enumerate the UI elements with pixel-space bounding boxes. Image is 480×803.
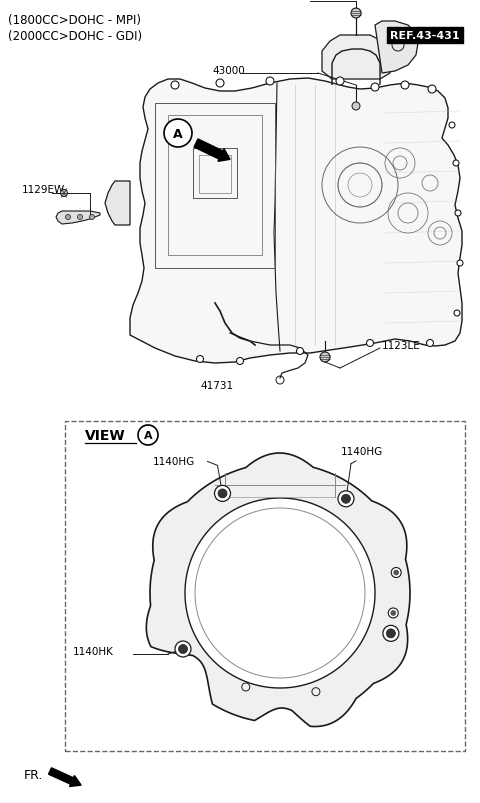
Text: 1140HK: 1140HK xyxy=(73,646,114,656)
Polygon shape xyxy=(130,79,462,364)
Circle shape xyxy=(179,645,188,654)
Circle shape xyxy=(367,340,373,347)
Circle shape xyxy=(457,261,463,267)
Text: VIEW: VIEW xyxy=(85,429,126,442)
Polygon shape xyxy=(185,499,375,688)
Circle shape xyxy=(216,80,224,88)
Circle shape xyxy=(297,348,303,355)
Polygon shape xyxy=(322,36,390,80)
Circle shape xyxy=(388,608,398,618)
Text: 46755E: 46755E xyxy=(232,0,272,2)
Circle shape xyxy=(453,161,459,167)
Circle shape xyxy=(394,570,399,575)
Circle shape xyxy=(455,210,461,217)
Circle shape xyxy=(351,9,361,19)
Text: 41731: 41731 xyxy=(200,381,233,390)
Circle shape xyxy=(371,84,379,92)
Text: 43000: 43000 xyxy=(212,66,245,76)
Circle shape xyxy=(386,629,396,638)
Text: A: A xyxy=(144,430,152,441)
Text: 1129EW: 1129EW xyxy=(22,185,65,195)
Circle shape xyxy=(60,190,68,198)
Text: REF.43-431: REF.43-431 xyxy=(390,31,460,41)
Circle shape xyxy=(341,495,350,503)
Circle shape xyxy=(138,426,158,446)
Bar xyxy=(193,149,237,199)
Circle shape xyxy=(266,78,274,86)
Circle shape xyxy=(215,486,230,502)
Circle shape xyxy=(449,123,455,128)
Circle shape xyxy=(237,358,243,365)
Circle shape xyxy=(175,642,191,657)
Circle shape xyxy=(401,82,409,90)
Circle shape xyxy=(391,611,396,616)
Circle shape xyxy=(164,120,192,148)
Polygon shape xyxy=(195,508,365,679)
Polygon shape xyxy=(146,454,410,727)
Circle shape xyxy=(196,356,204,363)
Text: 1140HG: 1140HG xyxy=(153,457,195,467)
Circle shape xyxy=(454,311,460,316)
Circle shape xyxy=(428,86,436,94)
Bar xyxy=(65,422,465,751)
Text: 1140HG: 1140HG xyxy=(341,446,383,456)
Circle shape xyxy=(218,489,227,499)
Circle shape xyxy=(427,340,433,347)
Circle shape xyxy=(65,215,71,220)
Circle shape xyxy=(320,353,330,362)
Text: A: A xyxy=(173,128,183,141)
Circle shape xyxy=(89,215,95,220)
Text: FR.: FR. xyxy=(24,768,43,781)
Polygon shape xyxy=(105,181,130,226)
Circle shape xyxy=(352,103,360,111)
Circle shape xyxy=(338,491,354,507)
Circle shape xyxy=(391,568,401,578)
Polygon shape xyxy=(56,212,100,225)
Polygon shape xyxy=(375,22,418,74)
Text: (2000CC>DOHC - GDI): (2000CC>DOHC - GDI) xyxy=(8,30,142,43)
Circle shape xyxy=(336,78,344,86)
FancyArrow shape xyxy=(194,140,230,162)
Circle shape xyxy=(77,215,83,220)
Text: 1123LE: 1123LE xyxy=(382,340,421,351)
Circle shape xyxy=(171,82,179,90)
Bar xyxy=(199,156,231,194)
Text: (1800CC>DOHC - MPI): (1800CC>DOHC - MPI) xyxy=(8,14,141,27)
FancyArrow shape xyxy=(48,768,81,786)
Circle shape xyxy=(383,626,399,642)
